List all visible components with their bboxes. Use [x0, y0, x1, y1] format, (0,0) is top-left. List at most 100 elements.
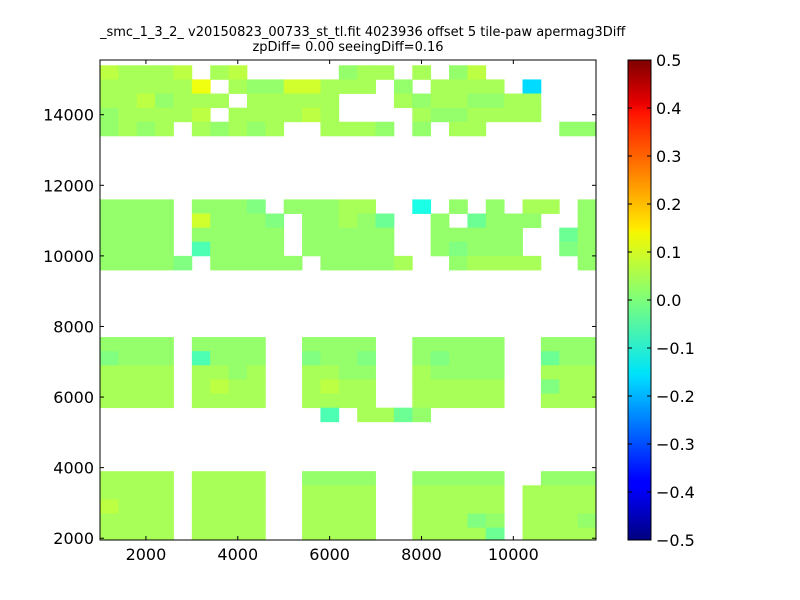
heatmap-cell [246, 485, 266, 500]
heatmap-cell [265, 93, 285, 109]
heatmap-cell [320, 121, 340, 137]
heatmap-cell [302, 379, 321, 394]
heatmap-cell [136, 65, 156, 80]
heatmap-cell [467, 542, 486, 557]
heatmap-cell [136, 499, 156, 514]
heatmap-cell [118, 227, 138, 243]
heatmap-cell [320, 513, 340, 529]
heatmap-cell [449, 527, 468, 540]
heatmap-cell [265, 107, 285, 123]
heatmap-cell [228, 79, 248, 94]
heatmap-cell [320, 527, 340, 540]
heatmap-cell [136, 513, 156, 529]
heatmap-cell [302, 227, 321, 243]
heatmap-cell [522, 485, 542, 500]
heatmap-cell [412, 379, 432, 394]
heatmap-cell [522, 199, 542, 214]
heatmap-cell [191, 121, 211, 137]
heatmap-cell [136, 365, 156, 380]
heatmap-cell [430, 365, 450, 380]
heatmap-cell [430, 227, 450, 243]
heatmap-cell [375, 227, 395, 243]
heatmap-cell [320, 93, 340, 109]
heatmap-cell [246, 107, 266, 123]
heatmap-cell [283, 93, 303, 109]
heatmap-cell [246, 471, 266, 486]
colorbar-tick-label: 0.2 [656, 195, 681, 214]
heatmap-cell [430, 527, 450, 540]
heatmap-cell [155, 213, 174, 229]
heatmap-cell [357, 65, 376, 80]
heatmap-cell [265, 213, 285, 229]
heatmap-cell [375, 65, 395, 80]
heatmap-cell [577, 365, 596, 380]
heatmap-cell [522, 107, 542, 123]
heatmap-cell [100, 199, 119, 214]
heatmap-cell [246, 351, 266, 366]
heatmap-cell [467, 227, 487, 243]
heatmap-cell [357, 379, 376, 394]
y-tick-label: 2000 [53, 529, 94, 548]
heatmap-cell [302, 499, 321, 514]
heatmap-cell [100, 337, 119, 352]
heatmap-cell [118, 513, 138, 529]
colorbar-tick-label: −0.1 [656, 339, 695, 358]
heatmap-cell [559, 379, 579, 394]
heatmap-cell [100, 485, 119, 500]
heatmap-cell [191, 513, 211, 529]
heatmap-cell [559, 471, 579, 486]
colorbar-tick-label: −0.2 [656, 387, 695, 406]
heatmap-cell [155, 527, 174, 540]
heatmap-cell [357, 351, 376, 366]
heatmap-cell [577, 241, 596, 257]
heatmap-cell [504, 227, 523, 243]
heatmap-cell [246, 213, 266, 229]
heatmap-cell [210, 199, 229, 214]
heatmap-cell [449, 471, 468, 486]
heatmap-cell [485, 513, 505, 529]
heatmap-cell [100, 107, 119, 123]
heatmap-cell [136, 485, 156, 500]
heatmap-cell [246, 241, 266, 257]
heatmap-cell [320, 199, 340, 214]
heatmap-cell [210, 65, 229, 80]
heatmap-cell [155, 485, 174, 500]
heatmap-cell [430, 241, 450, 257]
heatmap-cell [559, 227, 579, 243]
heatmap-cell [577, 199, 596, 214]
heatmap-cell [357, 407, 376, 423]
heatmap-cell [136, 379, 156, 394]
heatmap-cell [559, 542, 578, 557]
heatmap-cell [485, 107, 505, 123]
heatmap-cell [210, 365, 229, 380]
heatmap-cell [540, 499, 560, 514]
heatmap-cell [100, 393, 119, 409]
heatmap-cell [412, 471, 432, 486]
heatmap-cell [155, 365, 174, 380]
heatmap-cell [430, 79, 450, 94]
heatmap-cell [302, 365, 321, 380]
y-axis: 2000 4000 6000 8000 10000 12000 14000 [43, 106, 596, 548]
heatmap-cell [100, 379, 119, 394]
heatmap-cell [320, 407, 340, 423]
heatmap-cell [357, 121, 376, 137]
heatmap-cell [302, 337, 321, 352]
heatmap-cell [228, 379, 248, 394]
heatmap-cell [100, 542, 119, 557]
heatmap-cell [246, 365, 266, 380]
heatmap-cell [228, 337, 248, 352]
heatmap-cell [100, 227, 119, 243]
heatmap-cell [228, 241, 248, 257]
heatmap-cell [338, 351, 358, 366]
heatmap-cell [100, 527, 119, 540]
heatmap-cell [136, 227, 156, 243]
heatmap-cell [559, 337, 579, 352]
heatmap-cell [228, 351, 248, 366]
heatmap-cell [302, 527, 321, 540]
heatmap-cell [191, 241, 211, 257]
heatmap-cell [210, 241, 229, 257]
heatmap-cell [485, 255, 505, 271]
heatmap-cell [136, 527, 156, 540]
heatmap-cell [357, 499, 376, 514]
heatmap-cell [302, 351, 321, 366]
